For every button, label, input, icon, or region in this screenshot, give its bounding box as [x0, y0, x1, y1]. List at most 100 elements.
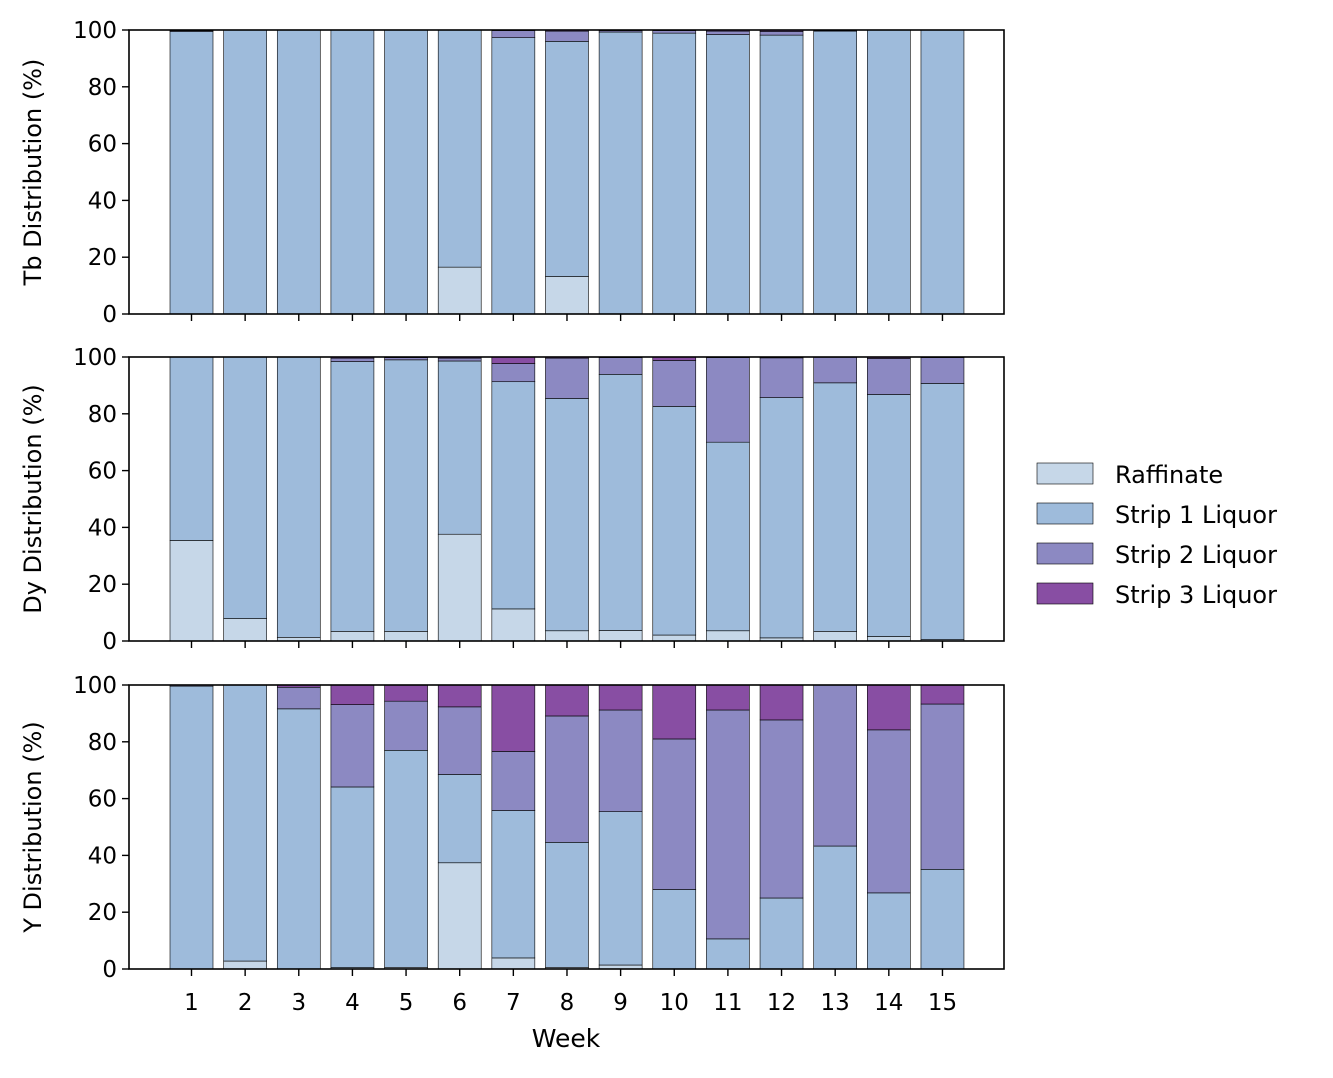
bar-strip-2-liquor-week-4	[331, 358, 374, 361]
bar-raffinate-week-4	[331, 631, 374, 641]
bar-strip-2-liquor-week-10	[653, 739, 696, 890]
bar-strip-2-liquor-week-8	[545, 31, 588, 41]
bar-strip-1-liquor-week-8	[545, 398, 588, 630]
bar-strip-1-liquor-week-13	[814, 383, 857, 631]
bar-raffinate-week-13	[814, 631, 857, 641]
y-tick-label: 60	[88, 459, 117, 485]
bar-strip-1-liquor-week-5	[385, 750, 428, 967]
legend-swatch	[1037, 503, 1093, 524]
bar-strip-1-liquor-week-4	[331, 362, 374, 632]
y-tick-label: 80	[88, 402, 117, 428]
bar-strip-1-liquor-week-10	[653, 33, 696, 314]
legend-item-strip-1-liquor: Strip 1 Liquor	[1037, 501, 1277, 529]
y-tick-label: 100	[73, 345, 117, 371]
bar-strip-3-liquor-week-15	[921, 685, 964, 704]
bar-strip-3-liquor-week-14	[867, 685, 910, 730]
y-tick-label: 40	[88, 188, 117, 214]
y-tick-label: 0	[102, 629, 117, 655]
bar-strip-2-liquor-week-3	[277, 687, 320, 709]
x-tick-label: 11	[713, 990, 742, 1016]
legend-item-strip-3-liquor: Strip 3 Liquor	[1037, 581, 1277, 609]
bar-strip-2-liquor-week-6	[438, 707, 481, 775]
x-tick-label: 1	[184, 990, 199, 1016]
bar-strip-1-liquor-week-6	[438, 774, 481, 862]
bar-strip-2-liquor-week-15	[921, 704, 964, 869]
bar-strip-3-liquor-week-7	[492, 357, 535, 364]
bar-strip-2-liquor-week-14	[867, 730, 910, 893]
bar-strip-2-liquor-week-12	[760, 358, 803, 398]
bar-raffinate-week-5	[385, 631, 428, 641]
bar-strip-1-liquor-week-12	[760, 35, 803, 314]
y-axis-label: Dy Distribution (%)	[19, 384, 47, 614]
bar-strip-1-liquor-week-5	[385, 30, 428, 314]
bar-raffinate-week-8	[545, 631, 588, 641]
bar-raffinate-week-6	[438, 863, 481, 969]
x-tick-label: 6	[452, 990, 467, 1016]
bar-strip-3-liquor-week-5	[385, 685, 428, 701]
bar-strip-3-liquor-week-10	[653, 685, 696, 739]
bar-strip-2-liquor-week-7	[492, 751, 535, 810]
bar-strip-1-liquor-week-7	[492, 811, 535, 958]
bar-strip-1-liquor-week-1	[170, 357, 213, 540]
bar-strip-1-liquor-week-4	[331, 787, 374, 968]
y-tick-label: 0	[102, 302, 117, 328]
y-tick-label: 40	[88, 515, 117, 541]
bar-strip-2-liquor-week-11	[706, 710, 749, 939]
bar-strip-2-liquor-week-9	[599, 358, 642, 375]
legend-swatch	[1037, 543, 1093, 564]
bar-strip-1-liquor-week-1	[170, 686, 213, 969]
bar-strip-1-liquor-week-9	[599, 374, 642, 630]
bar-strip-3-liquor-week-11	[706, 685, 749, 710]
bar-strip-2-liquor-week-15	[921, 358, 964, 384]
bar-raffinate-week-7	[492, 958, 535, 969]
bar-strip-2-liquor-week-6	[438, 358, 481, 361]
y-tick-label: 80	[88, 75, 117, 101]
bar-strip-2-liquor-week-5	[385, 701, 428, 750]
x-tick-label: 13	[821, 990, 850, 1016]
bar-strip-1-liquor-week-9	[599, 32, 642, 314]
bar-strip-1-liquor-week-2	[224, 685, 267, 961]
x-tick-label: 9	[613, 990, 628, 1016]
legend-label: Strip 1 Liquor	[1115, 501, 1277, 529]
x-tick-label: 3	[291, 990, 306, 1016]
x-tick-label: 7	[506, 990, 521, 1016]
legend-label: Strip 2 Liquor	[1115, 541, 1277, 569]
legend-item-strip-2-liquor: Strip 2 Liquor	[1037, 541, 1277, 569]
bar-strip-1-liquor-week-15	[921, 30, 964, 314]
bar-strip-1-liquor-week-2	[224, 30, 267, 314]
bar-strip-3-liquor-week-9	[599, 685, 642, 710]
y-tick-label: 60	[88, 787, 117, 813]
bar-strip-1-liquor-week-14	[867, 394, 910, 636]
x-axis-label: Week	[532, 1024, 601, 1053]
bar-strip-1-liquor-week-6	[438, 30, 481, 267]
legend-swatch	[1037, 583, 1093, 604]
bar-strip-1-liquor-week-15	[921, 383, 964, 639]
legend-swatch	[1037, 463, 1093, 484]
x-tick-label: 8	[560, 990, 575, 1016]
bar-strip-2-liquor-week-11	[706, 31, 749, 34]
y-tick-label: 20	[88, 900, 117, 926]
x-tick-label: 2	[238, 990, 253, 1016]
bar-strip-1-liquor-week-12	[760, 398, 803, 638]
bar-strip-1-liquor-week-11	[706, 939, 749, 969]
bar-strip-2-liquor-week-12	[760, 31, 803, 35]
bar-raffinate-week-7	[492, 609, 535, 641]
bar-strip-1-liquor-week-10	[653, 406, 696, 635]
bar-strip-2-liquor-week-7	[492, 364, 535, 382]
y-axis-label: Tb Distribution (%)	[19, 59, 47, 287]
x-tick-label: 10	[660, 990, 689, 1016]
bar-strip-2-liquor-week-9	[599, 710, 642, 812]
bar-strip-1-liquor-week-7	[492, 382, 535, 609]
bar-strip-2-liquor-week-4	[331, 705, 374, 787]
bar-strip-1-liquor-week-9	[599, 812, 642, 965]
bar-raffinate-week-10	[653, 635, 696, 641]
bar-strip-3-liquor-week-6	[438, 685, 481, 707]
x-tick-label: 5	[399, 990, 414, 1016]
bar-strip-1-liquor-week-3	[277, 357, 320, 637]
bar-strip-1-liquor-week-3	[277, 709, 320, 969]
bar-strip-1-liquor-week-1	[170, 31, 213, 314]
